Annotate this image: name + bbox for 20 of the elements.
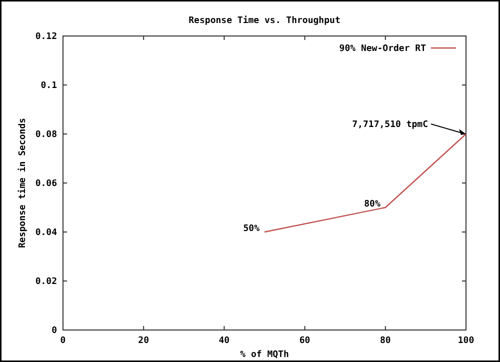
legend-label: 90% New-Order RT [339,44,427,54]
y-tick-label: 0.04 [35,228,58,238]
y-tick-label: 0.06 [35,179,57,189]
x-axis-title: % of MQTh [240,350,289,360]
annotation: 7,717,510 tpmC [352,120,428,130]
x-tick-label: 100 [458,336,474,346]
x-tick-label: 0 [60,336,66,346]
y-tick-label: 0.02 [35,277,57,287]
x-tick-label: 40 [218,336,230,346]
y-axis-title: Response time in Seconds [17,118,28,248]
annotation: 80% [364,200,381,210]
annotation: 50% [243,224,260,234]
x-tick-label: 60 [299,336,310,346]
y-tick-label: 0.12 [35,32,57,42]
x-tick-label: 80 [380,336,391,346]
y-tick-label: 0.1 [40,81,57,91]
chart-title: Response Time vs. Throughput [188,15,340,26]
y-tick-label: 0 [52,326,57,336]
x-tick-label: 20 [138,336,150,346]
y-tick-label: 0.08 [35,130,57,140]
